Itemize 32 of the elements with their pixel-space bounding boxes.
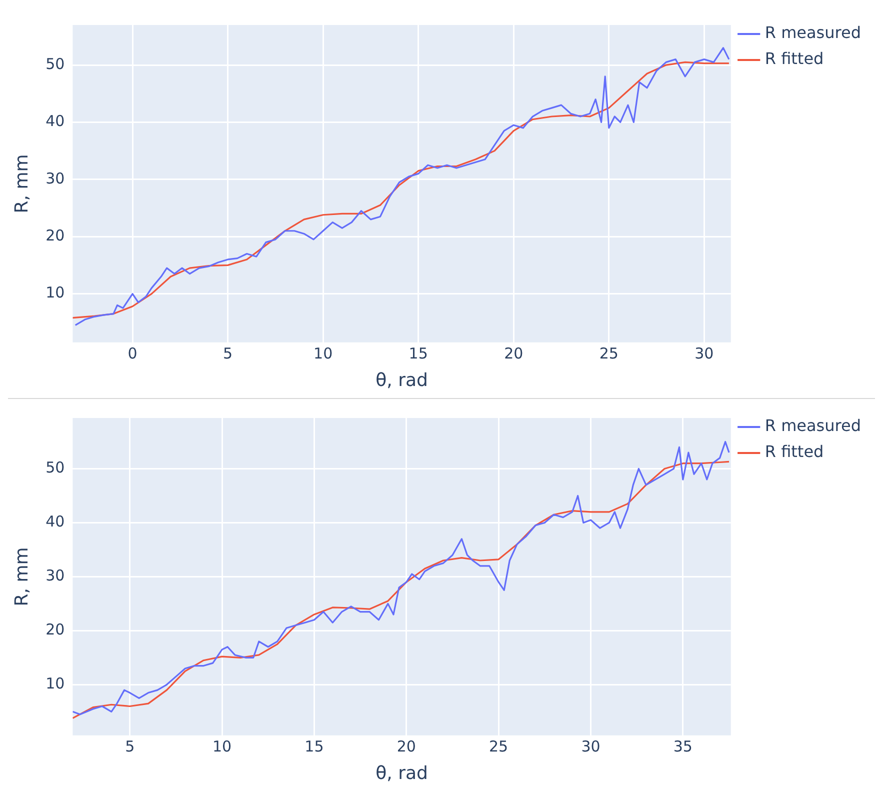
x-tick-label: 30 [581, 737, 600, 756]
x-tick-label: 5 [223, 344, 233, 362]
x-tick-label: 15 [304, 737, 324, 756]
legend-label: R fitted [764, 442, 824, 462]
y-tick-label: 50 [46, 458, 65, 477]
y-axis-title: R, mm [11, 547, 32, 606]
legend-label: R fitted [764, 49, 824, 68]
y-tick-label: 10 [46, 284, 65, 302]
y-tick-label: 30 [46, 169, 65, 188]
y-tick-label: 40 [46, 512, 65, 531]
y-axis-title: R, mm [11, 154, 32, 214]
x-tick-label: 25 [599, 344, 618, 362]
y-tick-label: 50 [46, 54, 65, 73]
x-tick-label: 0 [128, 344, 138, 362]
y-tick-label: 30 [46, 566, 65, 585]
x-tick-label: 10 [212, 737, 232, 756]
legend-label: R measured [764, 416, 861, 436]
x-axis-title: θ, rad [376, 762, 428, 784]
x-tick-label: 35 [673, 737, 692, 756]
x-axis-title: θ, rad [376, 370, 428, 391]
x-tick-label: 5 [125, 737, 135, 756]
x-tick-label: 30 [694, 344, 714, 362]
x-tick-label: 15 [408, 344, 428, 362]
x-tick-label: 20 [504, 344, 524, 362]
y-tick-label: 40 [46, 112, 65, 130]
y-tick-label: 10 [46, 674, 65, 693]
x-tick-label: 25 [489, 737, 508, 756]
x-tick-label: 20 [396, 737, 416, 756]
x-tick-label: 10 [314, 344, 333, 362]
legend-label: R measured [764, 23, 861, 42]
y-tick-label: 20 [46, 620, 65, 639]
y-tick-label: 20 [46, 226, 65, 244]
